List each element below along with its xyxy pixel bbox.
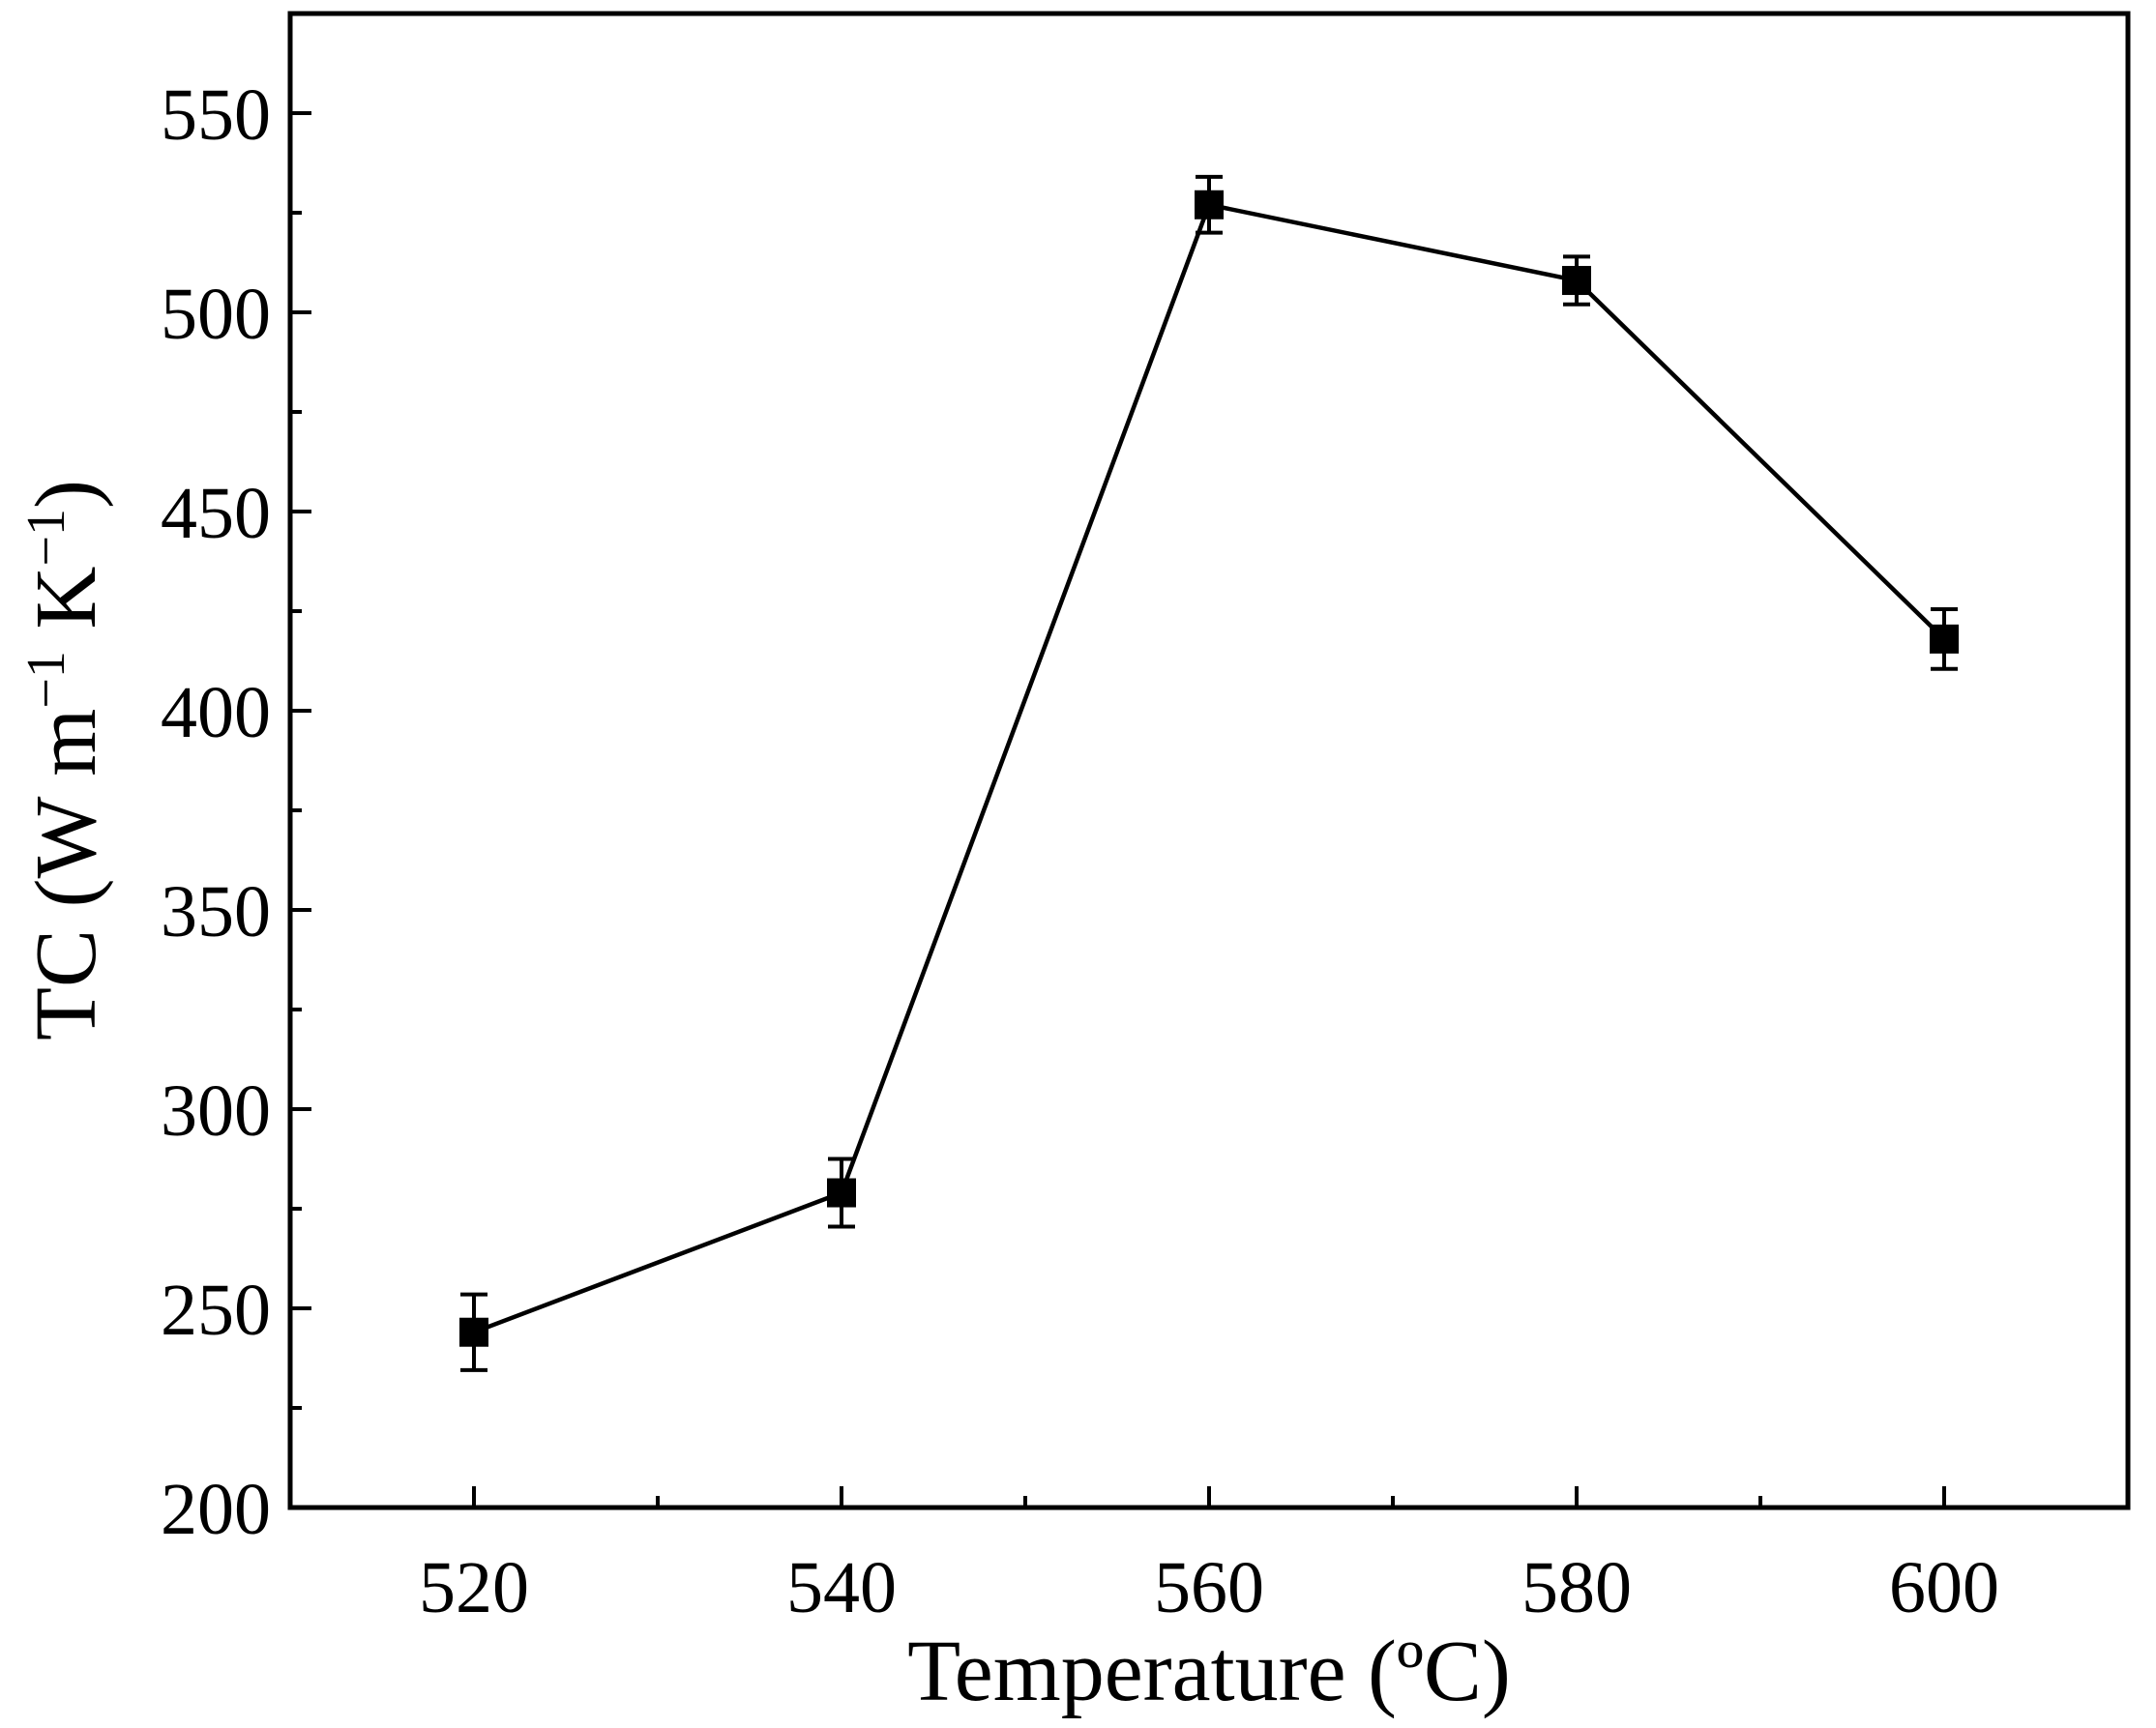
y-axis-title-main: TC (W m [18,709,114,1040]
y-axis-title-end: ) [18,480,114,509]
y-tick-label: 300 [161,1070,271,1152]
x-ticks [472,1486,1946,1508]
series-line [473,202,1946,1334]
data-markers [459,190,1959,1347]
y-tick-labels: 200 250 300 350 400 450 500 550 [161,74,271,1550]
y-tick-label: 200 [161,1469,271,1550]
data-point [1930,624,1959,654]
data-point [459,1317,488,1347]
y-tick-label: 550 [161,74,271,156]
x-tick-labels: 520 540 560 580 600 [419,1547,1999,1628]
y-axis-title-sup2: −1 [16,509,76,567]
x-tick-label: 560 [1154,1547,1264,1628]
y-axis-title: TC (W m−1 K−1) [16,480,114,1040]
x-tick-label: 520 [419,1547,529,1628]
plot-frame [287,11,2131,1510]
y-axis-title-sup1: −1 [16,651,76,709]
error-bars [460,174,1958,1372]
x-tick-label: 580 [1521,1547,1632,1628]
y-tick-label: 250 [161,1270,271,1351]
y-tick-label: 350 [161,871,271,952]
y-axis-title-mid: K [18,567,114,652]
data-point [1195,190,1224,220]
data-point [1562,266,1591,296]
y-tick-label: 450 [161,473,271,554]
data-point [827,1178,856,1208]
y-ticks [290,111,311,1509]
y-tick-label: 500 [161,274,271,355]
x-tick-label: 600 [1889,1547,1999,1628]
x-tick-label: 540 [786,1547,897,1628]
y-tick-label: 400 [161,672,271,753]
x-axis-title: Temperature (ºC) [907,1624,1511,1719]
